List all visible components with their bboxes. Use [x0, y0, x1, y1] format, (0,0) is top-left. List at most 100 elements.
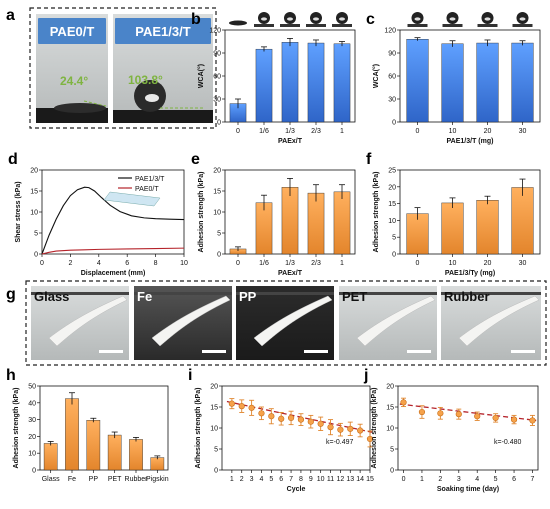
chart-h: h 0 10 20 30 40 50 Adhesion strength (kPa) Glass… [6, 367, 169, 483]
x-tick-label: 20 [484, 260, 492, 267]
photo-label-rubber: Rubber [444, 289, 490, 304]
photo-label-fe: Fe [137, 289, 152, 304]
x-tick-label: 2 [68, 260, 72, 267]
scale-bar [407, 350, 431, 353]
y-tick-label: 60 [213, 74, 221, 81]
series-line [41, 186, 185, 255]
y-tick-label: 0 [392, 120, 396, 127]
panel-a: a PAE0/T 24.4° PAE1/3/T 103.8° [6, 7, 217, 129]
angle-line-left [83, 100, 107, 107]
data-point [278, 415, 285, 422]
x-axis-label: PAEx/T [278, 138, 303, 145]
y-tick-label: 0 [214, 468, 218, 475]
x-tick-label: 30 [519, 260, 527, 267]
bar [255, 202, 273, 255]
bar [150, 457, 165, 471]
droplet-highlight [145, 94, 159, 102]
chart-f: f 0 5 10 15 20 25 Adhesion strength (kPa) 0 10 20 3… [366, 151, 541, 277]
chart-b: b 0 30 60 90 120 WCA(°) 0 1/6 1/3 2/3 1 PAEx/T [191, 11, 356, 145]
y-tick-label: 10 [386, 426, 394, 433]
panel-letter-f: f [366, 151, 372, 168]
x-tick-label: 1/3 [285, 128, 295, 135]
y-axis-label: Adhesion strength (kPa) [195, 388, 202, 469]
bar [476, 42, 499, 123]
x-tick-label: 10 [449, 260, 457, 267]
bar [307, 42, 325, 123]
y-tick-label: 40 [28, 400, 36, 407]
photo-strip: Glass Fe PP PET Rubber [31, 286, 541, 360]
y-tick-label: 0 [34, 252, 38, 259]
photo-label-pet: PET [342, 289, 367, 304]
data-point [437, 410, 444, 417]
x-tick-label: 10 [449, 128, 457, 135]
x-tick-label: Pigskin [146, 476, 169, 483]
y-tick-label: 15 [210, 405, 218, 412]
y-tick-label: 60 [388, 74, 396, 81]
bar [107, 434, 122, 471]
y-tick-label: 5 [34, 231, 38, 238]
y-tick-label: 0 [217, 252, 221, 259]
plot-frame [39, 385, 169, 471]
droplet-highlight [519, 17, 526, 21]
x-tick-label: Glass [42, 476, 60, 483]
x-tick-label: 1 [340, 260, 344, 267]
y-tick-label: 10 [388, 218, 396, 225]
x-tick-label: 0 [40, 260, 44, 267]
fit-annotation: k=-0.497 [326, 439, 354, 446]
y-tick-label: 120 [384, 28, 396, 35]
x-tick-label: 2 [438, 476, 442, 483]
x-tick-label: 10 [317, 476, 325, 483]
y-axis-label: WCA(°) [197, 64, 205, 88]
x-tick-label: 1 [420, 476, 424, 483]
y-tick-label: 10 [210, 426, 218, 433]
bar [476, 200, 499, 255]
bar [441, 202, 464, 255]
y-tick-label: 20 [386, 384, 394, 391]
y-tick-label: 120 [209, 28, 221, 35]
film-icon [103, 191, 161, 207]
x-tick-label: PET [108, 476, 122, 483]
photo-label-glass: Glass [34, 289, 69, 304]
data-point [248, 404, 255, 411]
y-tick-label: 5 [392, 235, 396, 242]
panel-letter-h: h [6, 367, 16, 384]
y-tick-label: 15 [386, 405, 394, 412]
y-tick-label: 20 [213, 168, 221, 175]
y-tick-label: 10 [30, 210, 38, 217]
x-tick-label: 4 [97, 260, 101, 267]
y-tick-label: 20 [30, 168, 38, 175]
y-tick-label: 20 [388, 184, 396, 191]
bar [86, 420, 101, 471]
x-tick-label: 7 [289, 476, 293, 483]
data-point [297, 416, 305, 423]
scale-bar [304, 350, 328, 353]
chart-c: c 0 30 60 90 120 WCA(°) 0 10 20 30 PAE1/3/T (mg) [366, 11, 541, 145]
photo-rubber: Rubber [441, 286, 541, 360]
x-tick-label: 11 [327, 476, 334, 483]
substrate-edge [134, 292, 232, 295]
data-point [400, 399, 407, 406]
x-tick-label: 13 [346, 476, 354, 483]
data-point [529, 417, 536, 424]
x-tick-label: 1/6 [259, 260, 269, 267]
droplet-substrate [407, 24, 428, 27]
y-axis-label: Shear stress (kPa) [15, 181, 22, 242]
legend-label: PAE1/3/T [135, 176, 165, 183]
adhesive-film [151, 295, 231, 347]
y-axis-label: Adhesion strength (kPa) [373, 172, 380, 253]
panel-letter-e: e [191, 151, 200, 168]
y-tick-label: 0 [392, 252, 396, 259]
data-point [455, 411, 462, 418]
panel-letter-g: g [6, 286, 16, 303]
y-tick-label: 90 [388, 51, 396, 58]
x-tick-label: 2/3 [311, 128, 321, 135]
x-tick-label: 0 [236, 128, 240, 135]
x-axis-label: Soaking time (day) [437, 486, 499, 493]
x-tick-label: 14 [356, 476, 364, 483]
angle-pae0: 24.4° [60, 74, 88, 88]
x-tick-label: 1 [230, 476, 234, 483]
droplet-substrate [512, 24, 533, 27]
plot-frame [399, 169, 541, 255]
